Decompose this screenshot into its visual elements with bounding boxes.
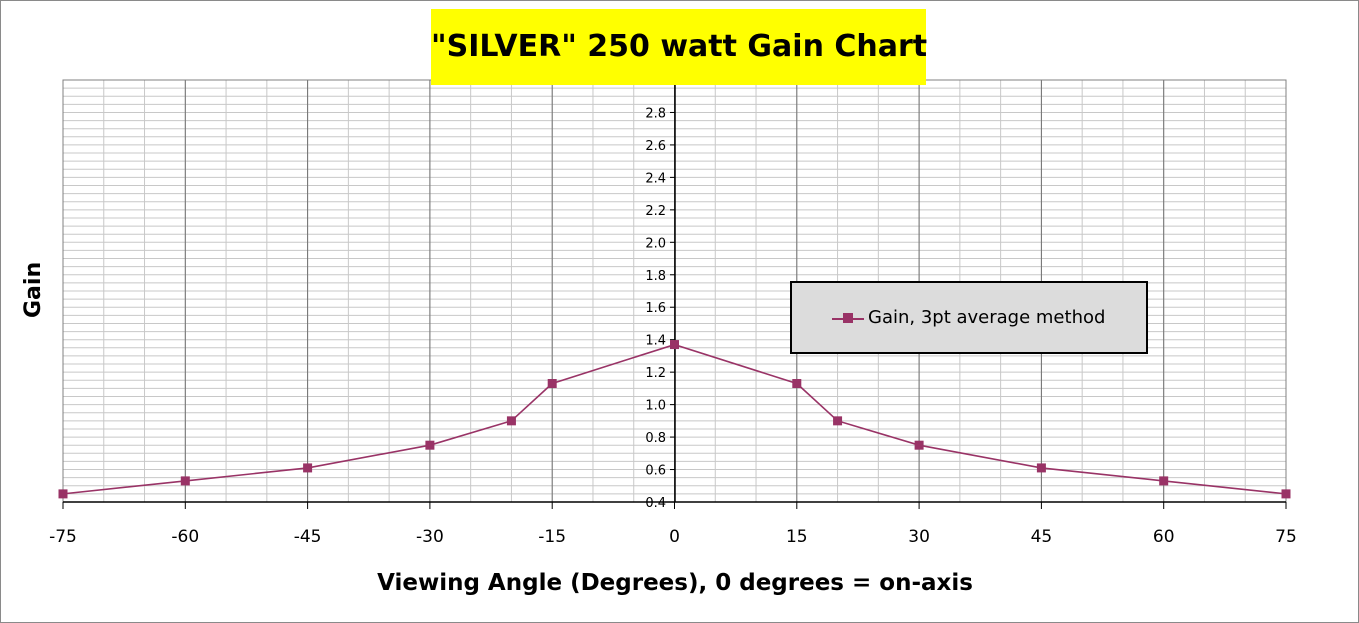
y-tick-label: 1.8: [645, 269, 666, 284]
data-point: [914, 440, 924, 450]
chart-title: "SILVER" 250 watt Gain Chart: [431, 29, 928, 64]
y-tick-label: 0.6: [645, 464, 666, 479]
x-tick-label: 75: [1275, 527, 1297, 547]
x-tick-label: 15: [786, 527, 808, 547]
y-axis-label: Gain: [21, 261, 46, 318]
y-tick-labels: 0.40.60.81.01.21.41.61.82.02.22.42.62.83…: [645, 74, 666, 511]
data-point: [58, 489, 68, 499]
x-axis-label: Viewing Angle (Degrees), 0 degrees = on-…: [377, 570, 973, 596]
chart-title-box: "SILVER" 250 watt Gain Chart: [431, 9, 928, 85]
x-tick-label: -60: [171, 527, 199, 547]
x-tick-labels: -75 -60 -45 -30 -15 0 15 30 45 60 75: [49, 527, 1297, 547]
x-tick-label: 45: [1031, 527, 1053, 547]
data-point: [1036, 463, 1046, 473]
data-point: [547, 379, 557, 389]
x-tick-label: 60: [1153, 527, 1175, 547]
data-point: [303, 463, 313, 473]
x-tick-label: -30: [416, 527, 444, 547]
data-point: [1281, 489, 1291, 499]
series-layer: [58, 340, 1291, 499]
y-tick-label: 1.4: [645, 334, 666, 349]
x-tick-label: -75: [49, 527, 77, 547]
y-tick-label: 2.8: [645, 106, 666, 121]
y-tick-label: 2.2: [645, 204, 666, 219]
legend-series-label: Gain, 3pt average method: [868, 307, 1106, 328]
y-tick-label: 2.0: [645, 236, 666, 251]
legend-series-marker: [832, 313, 864, 323]
legend: Gain, 3pt average method: [790, 281, 1148, 354]
x-tick-label: -15: [538, 527, 566, 547]
y-tick-label: 2.4: [645, 171, 666, 186]
data-point: [792, 379, 802, 389]
data-point: [425, 440, 435, 450]
x-tick-label: -45: [294, 527, 322, 547]
data-point: [180, 476, 190, 486]
y-tick-label: 1.0: [645, 399, 666, 414]
data-point: [833, 416, 843, 426]
y-tick-label: 0.8: [645, 431, 666, 446]
data-point: [506, 416, 516, 426]
y-tick-label: 1.6: [645, 301, 666, 316]
data-point: [1159, 476, 1169, 486]
y-tick-label: 0.4: [645, 496, 666, 511]
x-tick-label: 30: [908, 527, 930, 547]
y-tick-label: 1.2: [645, 366, 666, 381]
data-point: [670, 340, 679, 350]
x-tick-label: 0: [669, 527, 680, 547]
y-tick-label: 2.6: [645, 139, 666, 154]
